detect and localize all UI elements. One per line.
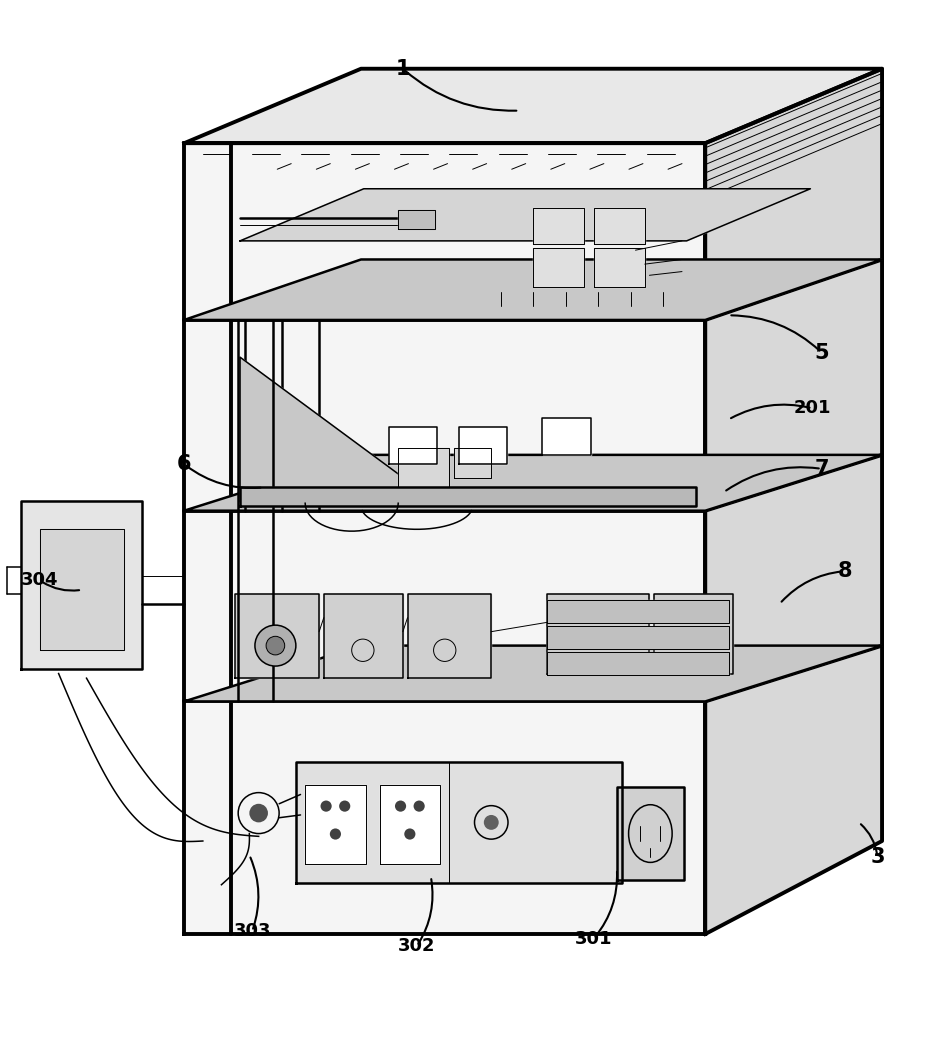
Polygon shape: [534, 249, 584, 287]
Polygon shape: [534, 208, 584, 243]
Polygon shape: [459, 427, 507, 464]
Circle shape: [395, 801, 406, 811]
Text: 304: 304: [22, 571, 59, 590]
Polygon shape: [240, 357, 435, 501]
Polygon shape: [184, 259, 882, 320]
Polygon shape: [454, 448, 491, 478]
Polygon shape: [184, 454, 882, 511]
Polygon shape: [398, 448, 449, 488]
Text: 7: 7: [814, 459, 828, 478]
Polygon shape: [398, 210, 435, 229]
Circle shape: [484, 815, 499, 830]
Polygon shape: [705, 69, 882, 934]
Polygon shape: [389, 427, 437, 464]
Text: 303: 303: [233, 922, 271, 940]
Polygon shape: [593, 249, 645, 287]
Text: 5: 5: [814, 342, 829, 363]
Text: 1: 1: [396, 58, 410, 79]
Text: 3: 3: [870, 847, 885, 866]
Polygon shape: [184, 144, 705, 934]
Polygon shape: [654, 595, 733, 674]
Polygon shape: [547, 652, 728, 675]
Polygon shape: [543, 418, 591, 454]
Polygon shape: [22, 501, 142, 669]
Circle shape: [414, 801, 425, 811]
Text: 8: 8: [838, 562, 852, 581]
Polygon shape: [240, 488, 696, 506]
Circle shape: [266, 636, 285, 655]
Circle shape: [329, 829, 341, 839]
Polygon shape: [235, 595, 319, 678]
Polygon shape: [380, 785, 440, 864]
Polygon shape: [547, 595, 650, 674]
Text: 6: 6: [177, 454, 192, 474]
Polygon shape: [407, 595, 491, 678]
Circle shape: [255, 625, 296, 666]
Text: 301: 301: [575, 930, 612, 947]
Circle shape: [339, 801, 350, 811]
Text: 302: 302: [398, 937, 435, 955]
Polygon shape: [40, 529, 124, 650]
Text: 201: 201: [794, 399, 831, 417]
Polygon shape: [617, 787, 684, 880]
Circle shape: [320, 801, 331, 811]
Polygon shape: [184, 69, 882, 144]
Polygon shape: [547, 626, 728, 649]
Circle shape: [404, 829, 416, 839]
Polygon shape: [240, 189, 811, 241]
Polygon shape: [296, 762, 622, 883]
Circle shape: [249, 804, 268, 823]
Polygon shape: [547, 600, 728, 623]
Polygon shape: [184, 646, 882, 701]
Polygon shape: [324, 595, 402, 678]
Polygon shape: [593, 208, 645, 243]
Polygon shape: [305, 785, 366, 864]
